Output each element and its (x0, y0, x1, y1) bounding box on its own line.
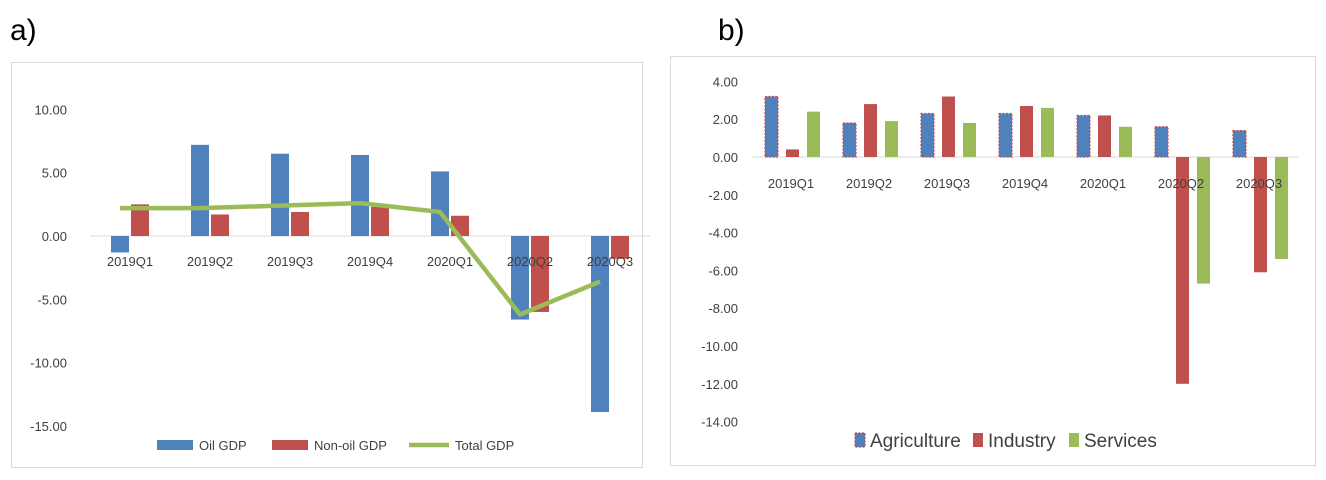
bar-services-2019Q2 (885, 121, 898, 157)
bar-oil-gdp-2019Q2 (191, 144, 209, 236)
legend-swatch-services (1069, 433, 1079, 447)
panel-label-b: b) (718, 14, 745, 47)
bar-services-2019Q4 (1041, 107, 1054, 157)
bar-industry-2019Q4 (1020, 105, 1033, 157)
bar-oil-gdp-2019Q4 (351, 154, 369, 236)
bar-oil-gdp-2020Q3 (591, 236, 609, 412)
legend-label-oil-gdp: Oil GDP (199, 438, 247, 453)
bar-agriculture-2020Q3 (1232, 129, 1247, 158)
legend-label-industry: Industry (988, 431, 1056, 452)
bar-agriculture-2019Q4 (998, 112, 1013, 158)
bar-services-2019Q3 (963, 122, 976, 157)
y-tick-label: -15.00 (30, 419, 67, 434)
legend-label-total-gdp: Total GDP (455, 438, 514, 453)
y-tick-label: -2.00 (708, 188, 738, 203)
bar-agriculture-2020Q1 (1076, 114, 1091, 158)
bar-services-2020Q3 (1275, 157, 1288, 260)
legend-swatch-agriculture (854, 432, 866, 448)
bar-agriculture-2019Q3 (920, 112, 935, 158)
y-tick-label: -10.00 (701, 339, 738, 354)
panel-label-a: a) (10, 14, 37, 47)
y-tick-label: -10.00 (30, 356, 67, 371)
bar-non-oil-gdp-2020Q2 (531, 236, 549, 312)
x-tick-label: 2020Q1 (427, 254, 473, 269)
x-tick-label: 2019Q2 (187, 254, 233, 269)
bar-services-2020Q1 (1119, 126, 1132, 157)
line-total-gdp (120, 200, 601, 317)
x-tick-label: 2020Q2 (507, 254, 553, 269)
legend-swatch-non-oil-gdp (272, 440, 308, 450)
y-tick-label: 4.00 (713, 74, 738, 89)
y-tick-label: 0.00 (42, 229, 67, 244)
x-tick-label: 2019Q1 (768, 176, 814, 191)
bar-industry-2019Q1 (786, 149, 799, 157)
bar-non-oil-gdp-2019Q4 (371, 206, 389, 236)
legend-swatch-industry (973, 433, 983, 447)
bar-industry-2020Q1 (1098, 115, 1111, 157)
legend-label-agriculture: Agriculture (870, 431, 961, 452)
y-tick-label: -4.00 (708, 226, 738, 241)
bar-non-oil-gdp-2019Q3 (291, 211, 309, 236)
bar-services-2019Q1 (807, 111, 820, 157)
x-tick-label: 2020Q1 (1080, 176, 1126, 191)
bar-services-2020Q2 (1197, 157, 1210, 284)
y-tick-label: -12.00 (701, 377, 738, 392)
bar-non-oil-gdp-2020Q3 (611, 236, 629, 259)
bar-oil-gdp-2019Q1 (111, 236, 129, 253)
y-tick-label: -5.00 (37, 292, 67, 307)
bar-oil-gdp-2020Q2 (511, 236, 529, 320)
bar-agriculture-2019Q2 (842, 122, 857, 158)
x-tick-label: 2019Q3 (267, 254, 313, 269)
x-tick-label: 2019Q3 (924, 176, 970, 191)
legend-label-services: Services (1084, 431, 1157, 452)
x-tick-label: 2020Q3 (587, 254, 633, 269)
x-tick-label: 2019Q4 (1002, 176, 1048, 191)
legend-label-non-oil-gdp: Non-oil GDP (314, 438, 387, 453)
x-tick-label: 2020Q2 (1158, 176, 1204, 191)
y-tick-label: 10.00 (34, 102, 67, 117)
x-tick-label: 2019Q4 (347, 254, 393, 269)
y-tick-label: -6.00 (708, 263, 738, 278)
x-tick-label: 2019Q2 (846, 176, 892, 191)
bar-industry-2019Q2 (864, 104, 877, 157)
bar-industry-2020Q3 (1254, 157, 1267, 273)
x-tick-label: 2020Q3 (1236, 176, 1282, 191)
bar-industry-2019Q3 (942, 96, 955, 157)
x-tick-label: 2019Q1 (107, 254, 153, 269)
bar-non-oil-gdp-2019Q1 (131, 204, 149, 236)
y-tick-label: -14.00 (701, 415, 738, 430)
legend-swatch-oil-gdp (157, 440, 193, 450)
y-tick-label: -8.00 (708, 301, 738, 316)
bar-agriculture-2020Q2 (1154, 126, 1169, 158)
bar-agriculture-2019Q1 (764, 95, 779, 158)
bar-industry-2020Q2 (1176, 157, 1189, 384)
bar-non-oil-gdp-2019Q2 (211, 214, 229, 236)
y-tick-label: 5.00 (42, 166, 67, 181)
y-tick-label: 0.00 (713, 150, 738, 165)
bar-oil-gdp-2019Q3 (271, 153, 289, 236)
y-tick-label: 2.00 (713, 112, 738, 127)
